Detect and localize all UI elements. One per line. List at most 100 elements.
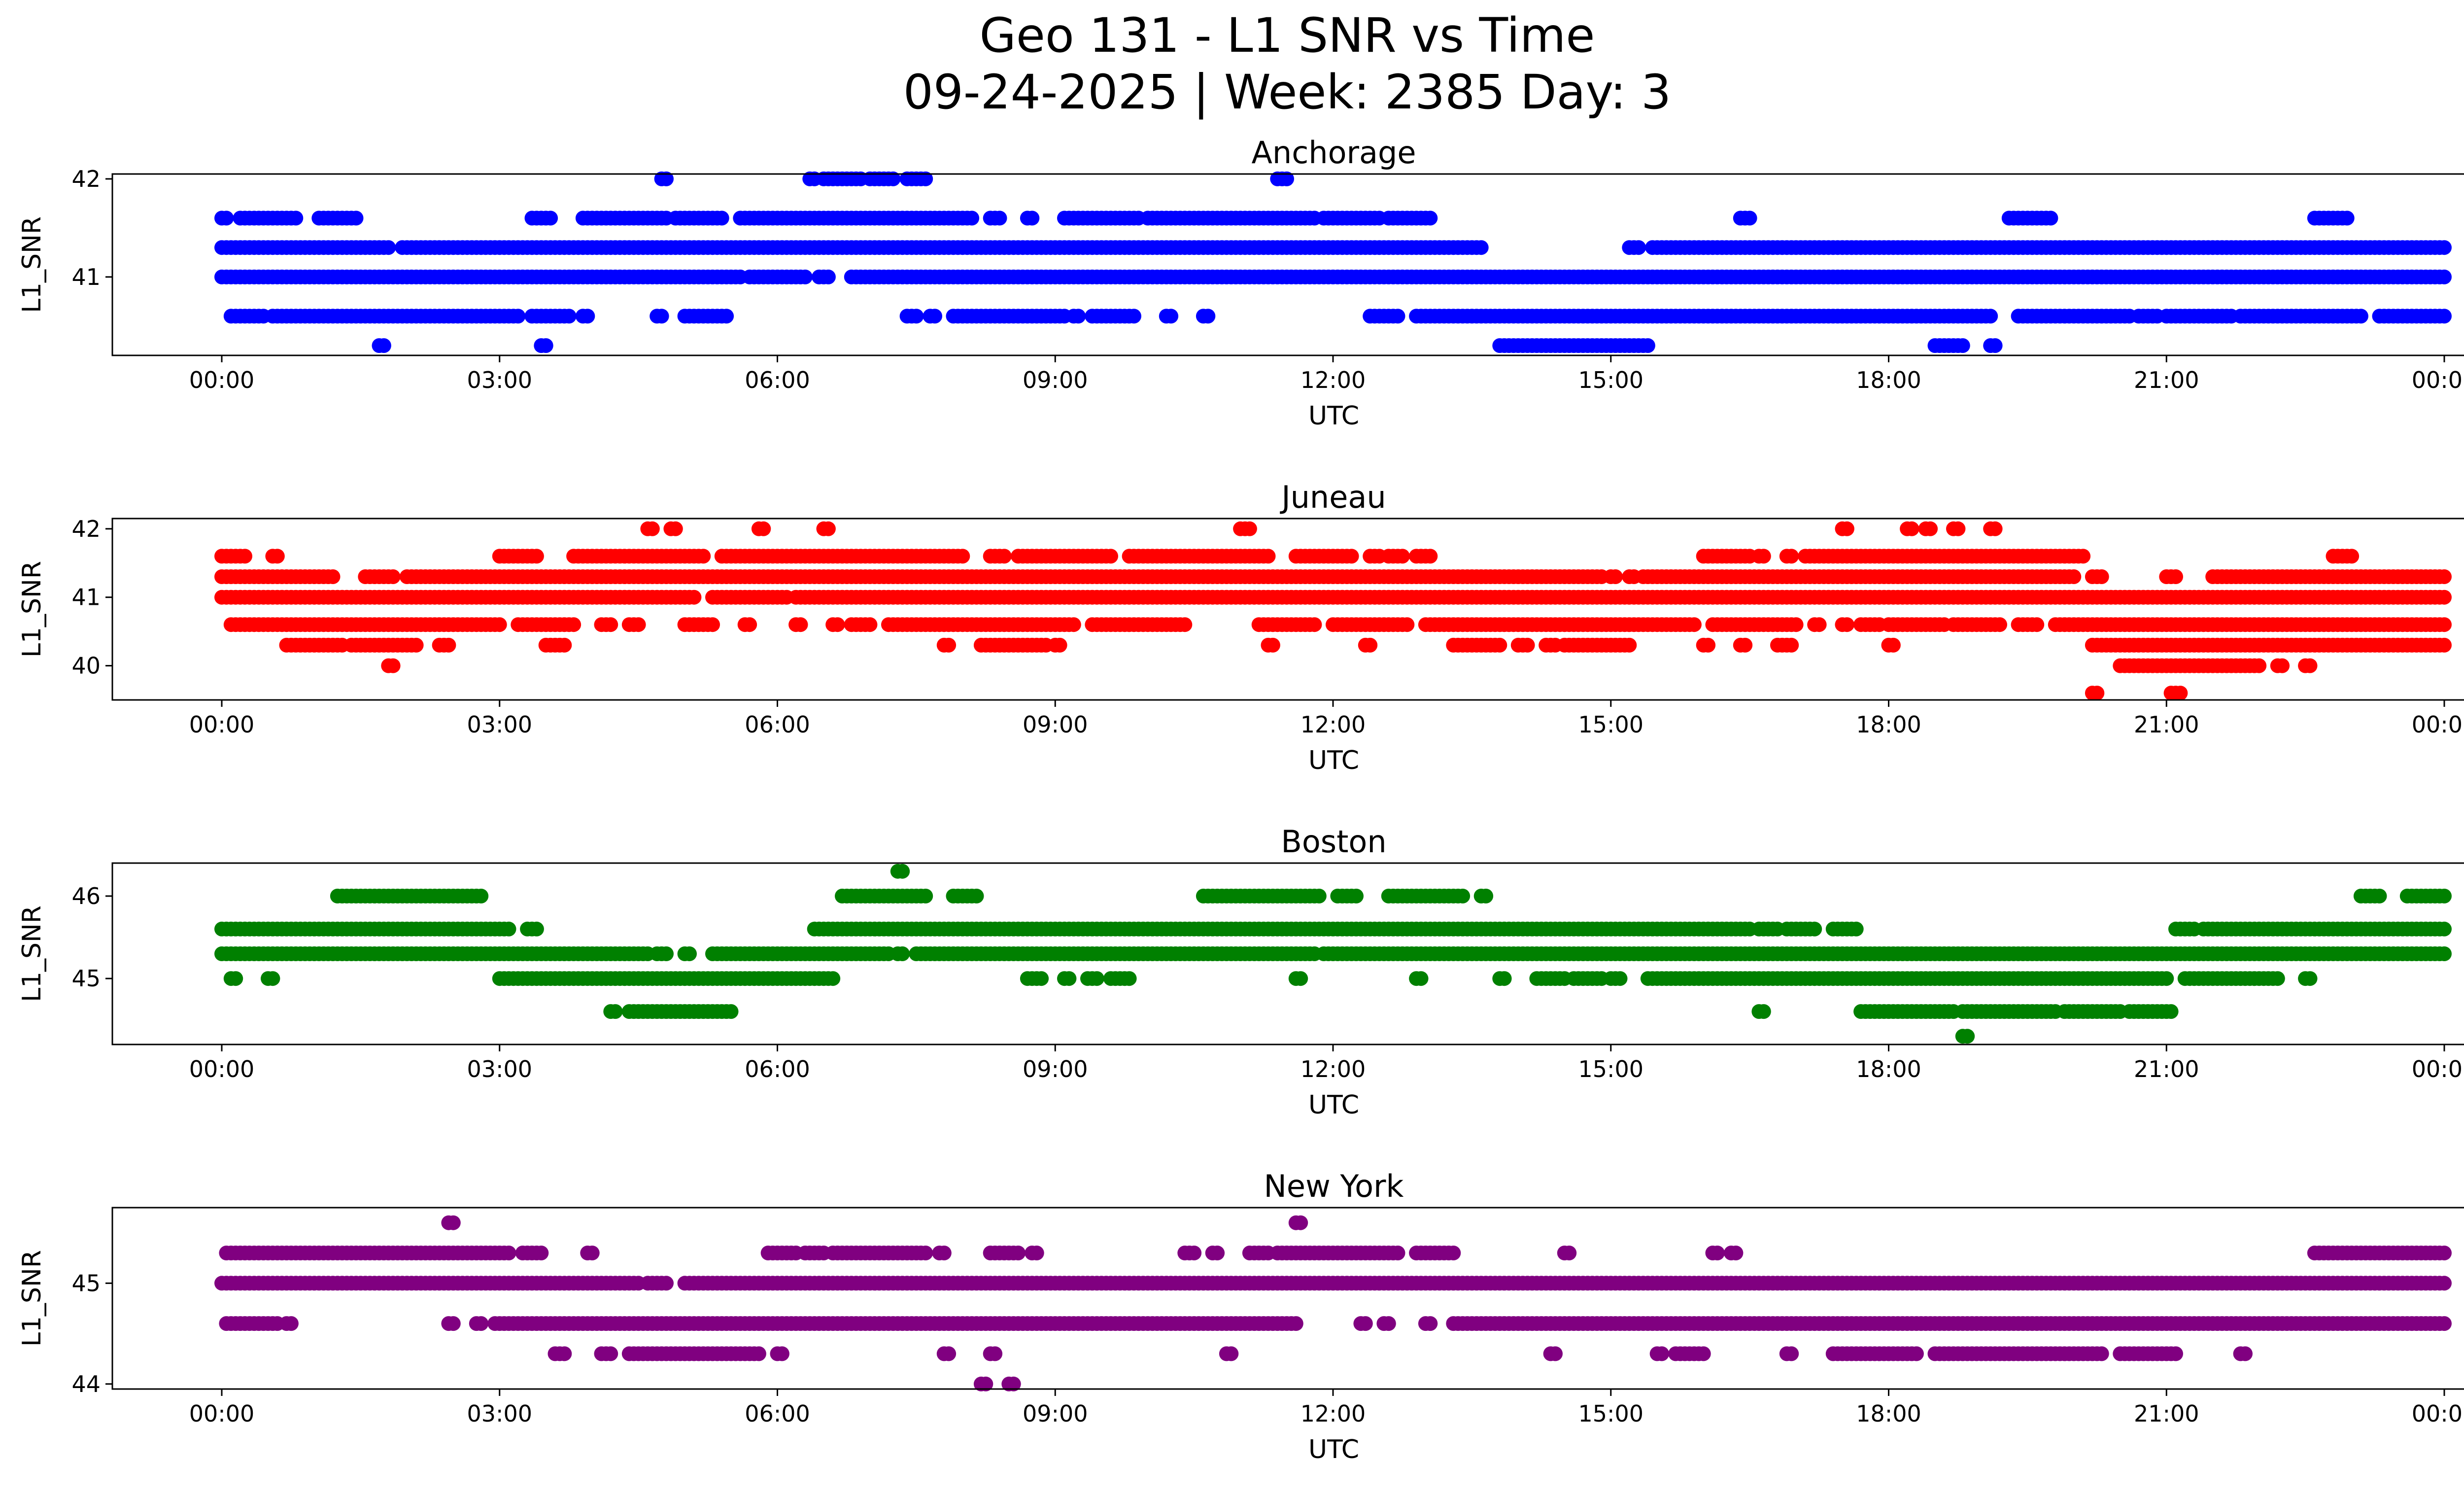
x-tick-label: 12:00 [1300, 367, 1366, 393]
x-tick-label: 00:00 [2412, 1056, 2464, 1082]
data-point [1987, 338, 2003, 353]
data-point [1455, 888, 1471, 904]
data-point [1103, 549, 1118, 564]
x-tick-label: 06:00 [745, 1056, 810, 1082]
data-point [2353, 309, 2368, 324]
data-point [543, 210, 558, 226]
data-point [862, 617, 878, 632]
data-point [1311, 888, 1327, 904]
data-point [668, 521, 683, 536]
data-point [705, 617, 720, 632]
data-point [1265, 637, 1280, 653]
data-point [1122, 971, 1137, 986]
data-point [1885, 637, 1901, 653]
data-point [2089, 686, 2105, 701]
data-point [1293, 1215, 1308, 1230]
data-point [2437, 569, 2452, 584]
data-point [2437, 946, 2452, 961]
data-point [797, 269, 813, 284]
data-point [584, 1246, 600, 1260]
y-tick-label: 42 [71, 166, 101, 192]
data-point [1066, 617, 1081, 632]
data-point [2066, 569, 2082, 584]
data-point [1807, 921, 1822, 937]
data-point [1029, 1246, 1044, 1260]
y-tick-label: 42 [71, 516, 101, 542]
x-axis-label: UTC [1308, 1090, 1359, 1120]
data-point [969, 888, 984, 904]
x-tick-label: 18:00 [1856, 1056, 1921, 1082]
data-point [1052, 637, 1067, 653]
data-point [1293, 971, 1308, 986]
data-point [2437, 637, 2452, 653]
data-point [219, 210, 234, 226]
data-point [1738, 637, 1753, 653]
data-point [686, 590, 702, 605]
data-point [265, 971, 280, 986]
x-tick-label: 00:00 [189, 367, 255, 393]
data-point [1960, 1029, 1975, 1044]
data-point [1127, 309, 1141, 324]
data-point [557, 637, 572, 653]
data-point [501, 921, 516, 937]
data-point [1200, 309, 1216, 324]
data-point [909, 309, 924, 324]
data-point [895, 864, 910, 879]
data-point [2043, 210, 2058, 226]
subplot-title: Juneau [1279, 479, 1386, 515]
data-point [1349, 888, 1364, 904]
data-point [996, 549, 1012, 564]
data-point [2076, 549, 2091, 564]
data-point [2275, 658, 2290, 673]
data-point [1390, 309, 1405, 324]
x-tick-label: 18:00 [1856, 711, 1921, 738]
data-point [1923, 521, 1938, 536]
scatter-series [214, 864, 2452, 1044]
subplot-title: Boston [1281, 824, 1386, 860]
data-point [918, 171, 933, 186]
y-axis-label: L1_SNR [17, 905, 47, 1002]
data-point [2372, 888, 2387, 904]
data-point [1363, 637, 1378, 653]
data-point [1784, 637, 1799, 653]
data-point [1279, 171, 1294, 186]
data-point [1951, 521, 1966, 536]
data-point [1788, 617, 1804, 632]
data-point [936, 1246, 952, 1260]
data-point [492, 617, 507, 632]
data-point [1812, 617, 1827, 632]
data-point [1473, 240, 1489, 255]
data-point [955, 549, 970, 564]
data-point [376, 338, 391, 353]
x-tick-label: 00:00 [2412, 711, 2464, 738]
x-axis-label: UTC [1308, 746, 1359, 775]
data-point [2437, 309, 2452, 324]
data-point [631, 617, 646, 632]
data-point [288, 210, 304, 226]
data-point [1478, 888, 1494, 904]
data-point [2094, 569, 2109, 584]
data-point [1210, 1246, 1225, 1260]
data-point [2163, 1004, 2179, 1019]
data-point [659, 171, 674, 186]
data-point [1034, 971, 1049, 986]
data-point [2437, 240, 2452, 255]
data-point [2339, 210, 2355, 226]
data-point [2029, 617, 2045, 632]
data-point [895, 946, 910, 961]
data-point [830, 617, 845, 632]
data-point [409, 637, 424, 653]
x-tick-label: 21:00 [2134, 711, 2199, 738]
data-point [927, 309, 942, 324]
data-point [1839, 617, 1854, 632]
y-axis-label: L1_SNR [17, 561, 47, 658]
x-tick-label: 09:00 [1023, 1056, 1088, 1082]
data-point [529, 921, 544, 937]
y-tick-label: 46 [71, 883, 101, 909]
data-point [561, 309, 577, 324]
data-point [1562, 1246, 1577, 1260]
subplot-title: Anchorage [1251, 135, 1416, 171]
